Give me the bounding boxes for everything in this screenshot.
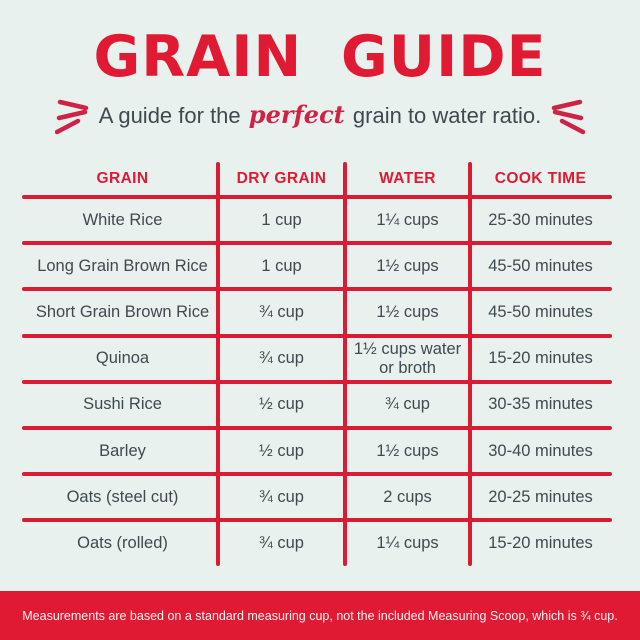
table-cell-dry-grain: ¾ cup — [259, 487, 304, 506]
table-cell-dry-grain: ¾ cup — [259, 349, 304, 368]
footer-note: Measurements are based on a standard mea… — [22, 608, 618, 623]
table-cell-water: 1½ cups water or broth — [353, 339, 462, 377]
column-header-cook-time: COOK TIME — [494, 169, 587, 187]
table-grid: GRAIN DRY GRAIN WATER COOK TIME White Ri… — [27, 160, 611, 567]
subtitle-row: A guide for the perfect grain to water r… — [0, 95, 640, 135]
table-cell-cook-time: 30-35 minutes — [488, 395, 593, 414]
table-cell-cook-time: 25-30 minutes — [488, 210, 593, 229]
table-grid-line — [22, 287, 612, 292]
table-cell-cook-time: 15-20 minutes — [488, 533, 593, 552]
subtitle: A guide for the perfect grain to water r… — [99, 100, 541, 129]
table-cell-cook-time: 45-50 minutes — [488, 256, 593, 275]
table-cell-water: 1½ cups — [376, 302, 439, 321]
table-grid-line — [343, 162, 347, 566]
table-cell-cook-time: 45-50 minutes — [488, 302, 593, 321]
table-grid-line — [22, 379, 612, 384]
grain-table: GRAIN DRY GRAIN WATER COOK TIME White Ri… — [22, 160, 612, 567]
sparkle-lines-icon — [551, 99, 586, 134]
subtitle-suffix: grain to water ratio. — [352, 103, 542, 129]
table-grid-line — [22, 241, 612, 246]
table-grid-line — [468, 162, 472, 566]
table-cell-dry-grain: ½ cup — [259, 395, 304, 414]
column-header-dry-grain: DRY GRAIN — [236, 169, 327, 187]
sparkle-lines-icon — [54, 99, 89, 134]
subtitle-prefix: A guide for the — [98, 103, 241, 129]
table-cell-dry-grain: 1 cup — [261, 256, 302, 275]
table-cell-grain: Quinoa — [95, 349, 150, 368]
table-cell-grain: Oats (rolled) — [77, 533, 168, 552]
column-header-water: WATER — [379, 169, 436, 187]
table-cell-water: 1¼ cups — [376, 210, 439, 229]
table-cell-water: 1½ cups — [376, 441, 439, 460]
footer-bar: Measurements are based on a standard mea… — [0, 591, 640, 640]
table-grid-line — [22, 333, 612, 338]
table-cell-dry-grain: 1 cup — [261, 210, 302, 229]
table-grid-line — [22, 518, 612, 523]
table-cell-dry-grain: ¾ cup — [259, 302, 304, 321]
table-cell-cook-time: 20-25 minutes — [488, 487, 593, 506]
table-cell-grain: Long Grain Brown Rice — [37, 256, 208, 275]
table-cell-grain: Sushi Rice — [83, 395, 162, 414]
table-cell-water: ¾ cup — [385, 395, 430, 414]
table-cell-cook-time: 30-40 minutes — [488, 441, 593, 460]
table-cell-water: 1½ cups — [376, 256, 439, 275]
subtitle-highlight: perfect — [248, 100, 345, 130]
table-cell-grain: Barley — [99, 441, 146, 460]
page-title: GRAIN GUIDE — [93, 24, 547, 90]
table-cell-grain: White Rice — [82, 210, 163, 229]
table-grid-line — [216, 162, 220, 566]
column-header-grain: GRAIN — [96, 169, 149, 187]
table-cell-dry-grain: ¾ cup — [259, 533, 304, 552]
table-cell-grain: Short Grain Brown Rice — [35, 302, 210, 321]
table-cell-water: 1¼ cups — [376, 533, 439, 552]
table-cell-dry-grain: ½ cup — [259, 441, 304, 460]
table-grid-line — [22, 195, 612, 199]
table-cell-cook-time: 15-20 minutes — [488, 349, 593, 368]
table-cell-grain: Oats (steel cut) — [66, 487, 179, 506]
table-grid-line — [22, 472, 612, 477]
table-grid-line — [22, 426, 612, 430]
table-cell-water: 2 cups — [383, 487, 432, 506]
